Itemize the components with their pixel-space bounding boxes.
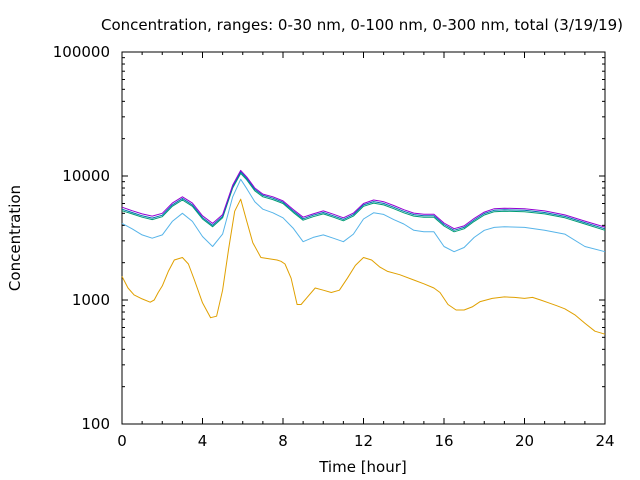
series-line-1 [121,198,606,335]
series-line-5 [121,169,606,230]
series-layer [121,169,606,335]
axis-ticks: 0 4 8 12 16 20 24 100 1000 10000 100000 [53,43,615,450]
x-tick-label: 12 [354,432,373,450]
series-line-3 [121,172,606,233]
chart-title: Concentration, ranges: 0-30 nm, 0-100 nm… [101,16,623,34]
x-tick-label: 4 [198,432,208,450]
x-tick-label: 0 [117,432,127,450]
y-tick-label: 10000 [62,167,110,185]
y-axis-label: Concentration [6,185,24,291]
series-line-2 [121,178,606,253]
y-tick-label: 1000 [72,291,110,309]
x-tick-label: 8 [278,432,288,450]
y-tick-label: 100 [81,415,110,433]
x-axis-label: Time [hour] [318,458,407,476]
x-tick-label: 24 [595,432,614,450]
series-line-4 [121,171,606,231]
y-tick-label: 100000 [53,43,110,61]
x-tick-label: 16 [434,432,453,450]
plot-frame [121,51,606,425]
x-tick-label: 20 [515,432,534,450]
